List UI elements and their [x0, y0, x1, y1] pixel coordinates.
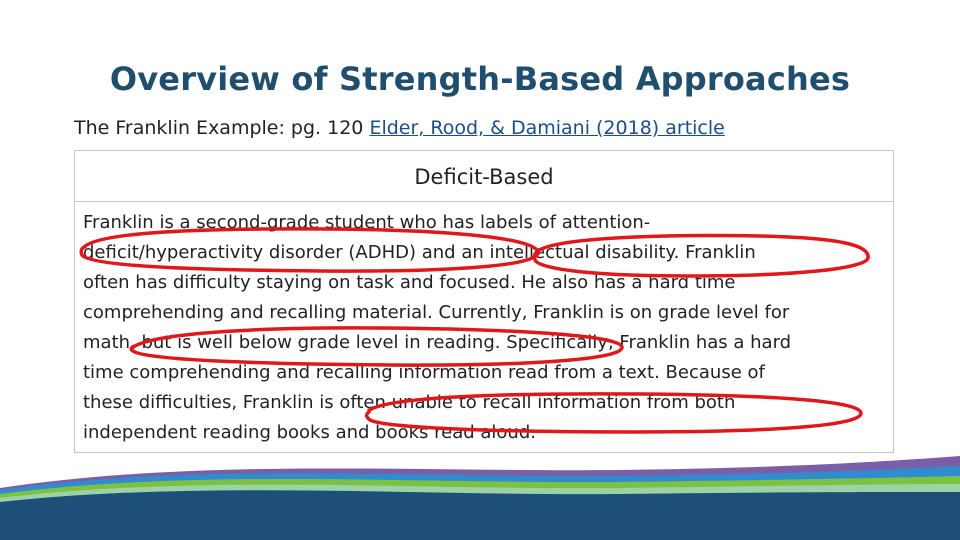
article-link[interactable]: Elder, Rood, & Damiani (2018) article — [369, 117, 725, 139]
slide-subtitle: The Franklin Example: pg. 120 Elder, Roo… — [74, 117, 725, 139]
table-body: Franklin is a second-grade student who h… — [75, 202, 893, 448]
paragraph-line: time comprehending and recalling informa… — [83, 362, 765, 383]
wave-band-navy — [0, 490, 960, 540]
table-header: Deficit-Based — [75, 151, 893, 202]
slide-title: Overview of Strength-Based Approaches — [109, 60, 851, 98]
paragraph-line: independent reading books and books read… — [83, 422, 536, 443]
paragraph-line: Franklin is a second-grade student who h… — [83, 212, 651, 233]
paragraph-line: deficit/hyperactivity disorder (ADHD) an… — [83, 242, 756, 263]
paragraph-line: math, but is well below grade level in r… — [83, 332, 792, 353]
subtitle-text: The Franklin Example: pg. 120 — [74, 117, 370, 139]
paragraph-line: these difficulties, Franklin is often un… — [83, 392, 736, 413]
paragraph-line: comprehending and recalling material. Cu… — [83, 302, 790, 323]
paragraph-line: often has difficulty staying on task and… — [83, 272, 736, 293]
deficit-table: Deficit-Based Franklin is a second-grade… — [74, 150, 894, 453]
decorative-wave-footer — [0, 456, 960, 540]
